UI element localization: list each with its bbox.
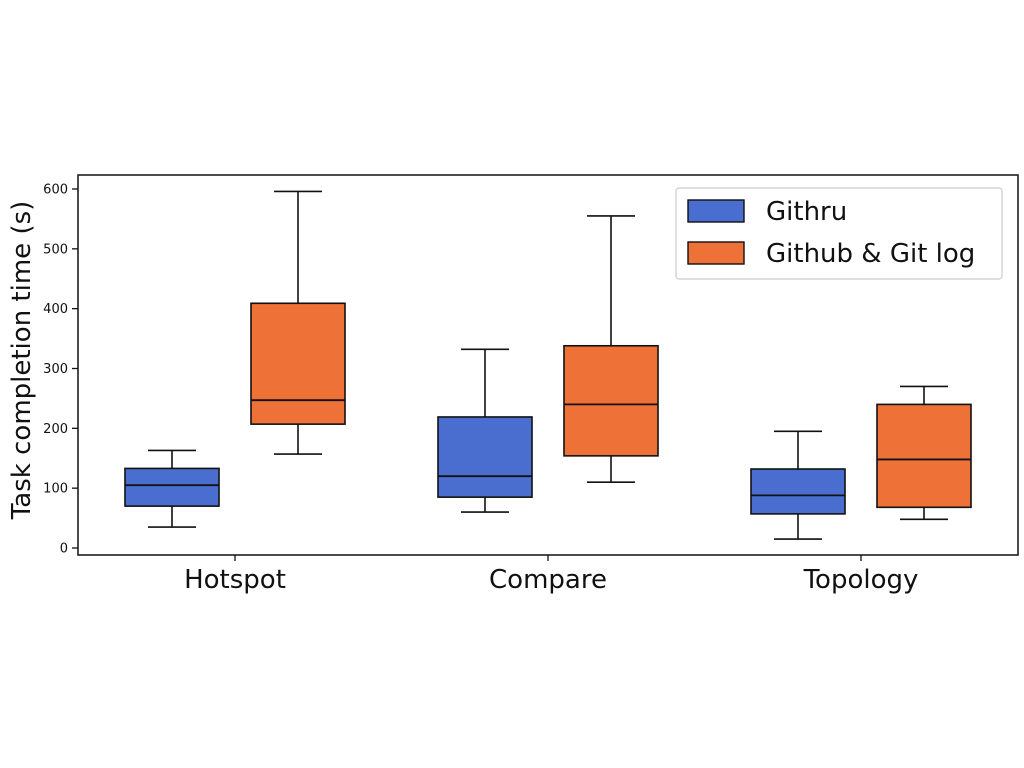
box-hotspot (250, 190, 346, 455)
box-series-group (124, 190, 972, 540)
y-tick-label: 300 (43, 362, 68, 377)
y-tick-label: 200 (43, 422, 68, 437)
legend-swatch (687, 199, 745, 223)
iqr-box (563, 344, 659, 457)
legend-label: Githru (766, 197, 847, 227)
x-tick-label: Hotspot (184, 565, 286, 595)
legend-swatch (687, 241, 745, 265)
iqr-box (750, 468, 846, 515)
y-axis-label: Task completion time (s) (7, 201, 37, 521)
x-tick-label: Compare (489, 565, 607, 595)
iqr-box (250, 302, 346, 425)
box-topology (876, 385, 972, 521)
legend-label: Github & Git log (766, 239, 975, 269)
y-tick-label: 400 (43, 302, 68, 317)
series-github-git-log (250, 190, 972, 521)
y-tick-label: 500 (43, 242, 68, 257)
box-topology (750, 430, 846, 540)
x-tick-label: Topology (803, 565, 919, 595)
iqr-box (124, 467, 220, 507)
legend-frame (675, 187, 1003, 280)
box-compare (563, 215, 659, 483)
box-compare (437, 348, 533, 513)
iqr-box (437, 416, 533, 498)
y-axis: 0 100 200 300 400 500 600 (43, 183, 78, 557)
y-tick-label: 0 (60, 542, 68, 557)
legend: Githru Github & Git log (675, 187, 1003, 280)
y-tick-label: 600 (43, 183, 68, 198)
series-githru (124, 348, 846, 540)
box-hotspot (124, 449, 220, 528)
x-axis: Hotspot Compare Topology (184, 555, 918, 595)
y-tick-label: 100 (43, 482, 68, 497)
iqr-box (876, 403, 972, 509)
